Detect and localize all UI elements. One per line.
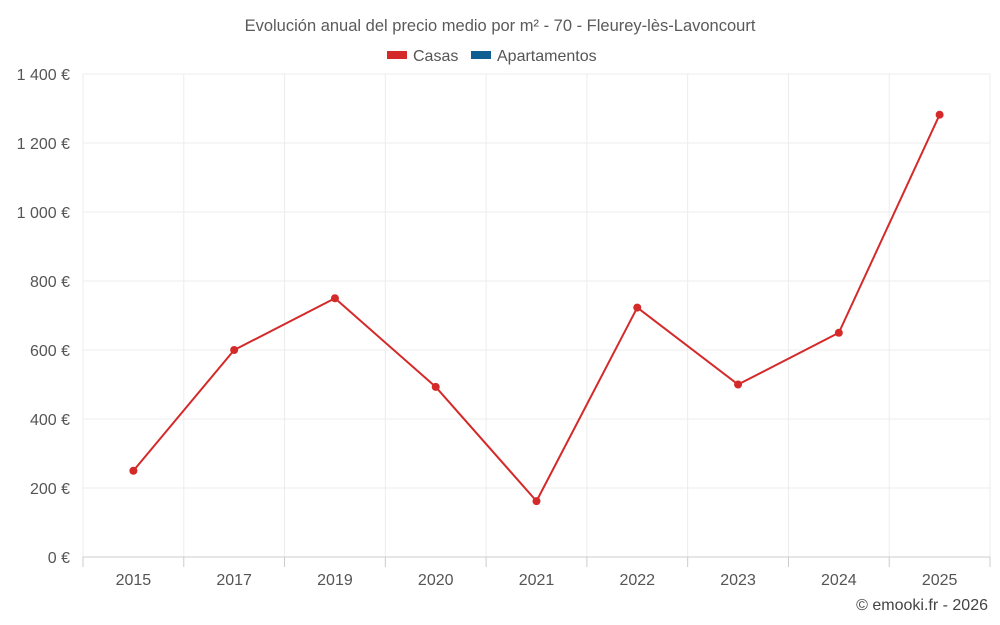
legend-swatch-apartamentos <box>471 51 491 59</box>
legend-label-casas: Casas <box>413 48 458 65</box>
credit-text: © emooki.fr - 2026 <box>856 597 988 614</box>
x-axis-labels: 2015 2017 2019 2020 2021 2022 2023 2024 2025 <box>82 557 991 589</box>
legend: Casas Apartamentos <box>387 48 597 65</box>
y-tick-label: 800 € <box>30 274 70 291</box>
data-point <box>633 303 642 312</box>
x-tick-label: 2015 <box>116 572 152 589</box>
series-line <box>132 114 941 503</box>
y-axis-labels: 0 € 200 € 400 € 600 € 800 € 1 000 € 1 200 € 1 4… <box>17 67 70 567</box>
y-tick-label: 0 € <box>48 550 70 567</box>
data-point <box>230 346 239 354</box>
chart-title: Evolución anual del precio medio por m² … <box>245 17 756 35</box>
legend-item-apartamentos[interactable]: Apartamentos <box>471 48 597 65</box>
y-tick-label: 600 € <box>30 343 70 360</box>
data-point <box>935 110 944 119</box>
x-tick-label: 2025 <box>922 572 958 589</box>
legend-label-apartamentos: Apartamentos <box>497 48 597 65</box>
data-point <box>431 382 440 391</box>
legend-item-casas[interactable]: Casas <box>387 48 458 65</box>
data-point <box>532 497 541 506</box>
x-tick-label: 2022 <box>619 572 655 589</box>
data-point <box>734 380 743 389</box>
legend-swatch-casas <box>387 51 407 59</box>
series-casas <box>129 110 944 506</box>
x-tick-label: 2023 <box>720 572 756 589</box>
data-point <box>834 328 843 337</box>
x-gridlines <box>82 74 991 557</box>
y-gridlines <box>83 73 990 489</box>
data-point <box>330 294 339 303</box>
x-tick-label: 2019 <box>317 572 353 589</box>
x-tick-label: 2024 <box>821 572 857 589</box>
y-tick-label: 1 400 € <box>17 67 70 84</box>
y-tick-label: 1 200 € <box>17 136 70 153</box>
y-tick-label: 1 000 € <box>17 205 70 222</box>
y-tick-label: 400 € <box>30 412 70 429</box>
y-tick-label: 200 € <box>30 481 70 498</box>
data-point <box>129 466 138 475</box>
x-tick-label: 2017 <box>216 572 252 589</box>
x-tick-label: 2020 <box>418 572 454 589</box>
x-tick-label: 2021 <box>519 572 555 589</box>
